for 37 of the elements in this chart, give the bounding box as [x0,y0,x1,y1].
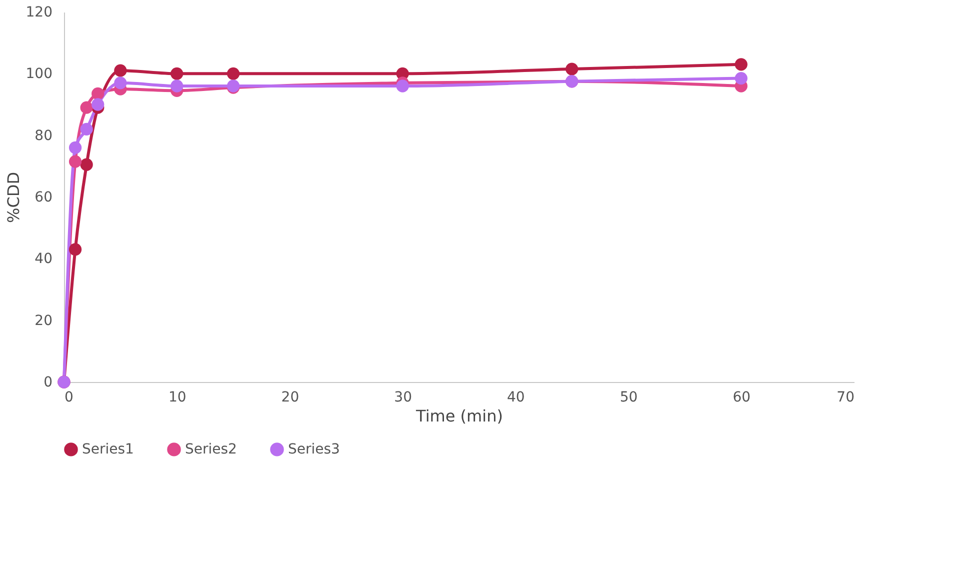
point [68,141,82,154]
point [68,155,82,168]
legend-label: Series1 [82,441,134,458]
point [734,72,748,85]
x-tick-label: 0 [64,390,74,406]
legend-label: Series3 [288,441,340,458]
point [170,67,184,80]
point [68,243,82,256]
point [80,158,93,171]
point [80,122,93,136]
y-tick-label: 100 [26,66,52,82]
legend-label: Series2 [185,441,237,458]
x-axis-title: Time (min) [415,406,503,426]
y-tick-label: 120 [26,4,52,20]
point [226,67,240,80]
x-tick-label: 30 [394,390,412,406]
point [114,64,127,77]
point [114,76,127,90]
y-tick-label: 40 [34,251,52,268]
y-tick-label: 20 [34,312,52,329]
y-axis-title: %CDD [4,172,23,224]
x-tick-label: 10 [168,390,186,406]
y-tick-label: 0 [44,374,52,390]
x-tick-label: 20 [281,390,300,406]
x-tick-label: 70 [836,390,854,406]
y-tick-label: 60 [34,190,52,206]
y-tick-label: 80 [34,128,52,144]
point [92,87,104,100]
point [566,62,578,76]
x-tick-label: 60 [732,390,751,406]
point [734,58,748,71]
point [396,80,409,92]
point [80,101,93,114]
x-tick-label: 40 [507,390,525,406]
x-tick-label: 50 [620,390,638,406]
point [170,80,184,92]
point [92,98,104,111]
